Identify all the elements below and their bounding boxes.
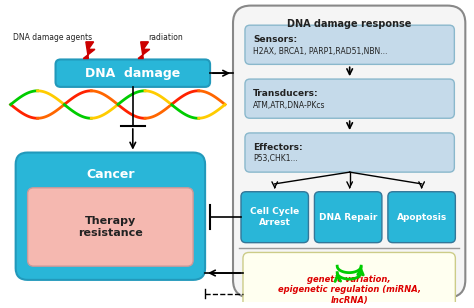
Text: Sensors:: Sensors:: [253, 35, 297, 44]
FancyBboxPatch shape: [245, 133, 455, 172]
Text: radiation: radiation: [148, 34, 183, 43]
Text: P53,CHK1...: P53,CHK1...: [253, 155, 298, 164]
FancyBboxPatch shape: [16, 152, 205, 280]
Text: Cancer: Cancer: [86, 168, 135, 180]
FancyBboxPatch shape: [245, 25, 455, 64]
FancyBboxPatch shape: [233, 6, 465, 298]
Text: genetic variation,
epigenetic regulation (miRNA,
lncRNA): genetic variation, epigenetic regulation…: [278, 275, 420, 305]
Text: Transducers:: Transducers:: [253, 89, 319, 98]
FancyBboxPatch shape: [245, 79, 455, 118]
Text: ATM,ATR,DNA-PKcs: ATM,ATR,DNA-PKcs: [253, 101, 326, 110]
Polygon shape: [138, 42, 150, 59]
Text: Therapy
resistance: Therapy resistance: [78, 216, 143, 238]
Text: H2AX, BRCA1, PARP1,RAD51,NBN...: H2AX, BRCA1, PARP1,RAD51,NBN...: [253, 47, 387, 56]
Text: DNA Repair: DNA Repair: [319, 213, 377, 222]
Text: Cell Cycle
Arrest: Cell Cycle Arrest: [250, 208, 300, 227]
FancyBboxPatch shape: [243, 253, 456, 308]
Text: DNA damage agents: DNA damage agents: [13, 34, 92, 43]
FancyBboxPatch shape: [27, 188, 193, 266]
Text: DNA  damage: DNA damage: [85, 67, 181, 80]
FancyBboxPatch shape: [314, 192, 382, 243]
FancyBboxPatch shape: [388, 192, 456, 243]
Polygon shape: [83, 42, 95, 59]
Text: DNA damage response: DNA damage response: [287, 19, 411, 29]
Text: Effectors:: Effectors:: [253, 143, 302, 152]
Text: Apoptosis: Apoptosis: [396, 213, 447, 222]
FancyBboxPatch shape: [55, 59, 210, 87]
FancyBboxPatch shape: [241, 192, 309, 243]
